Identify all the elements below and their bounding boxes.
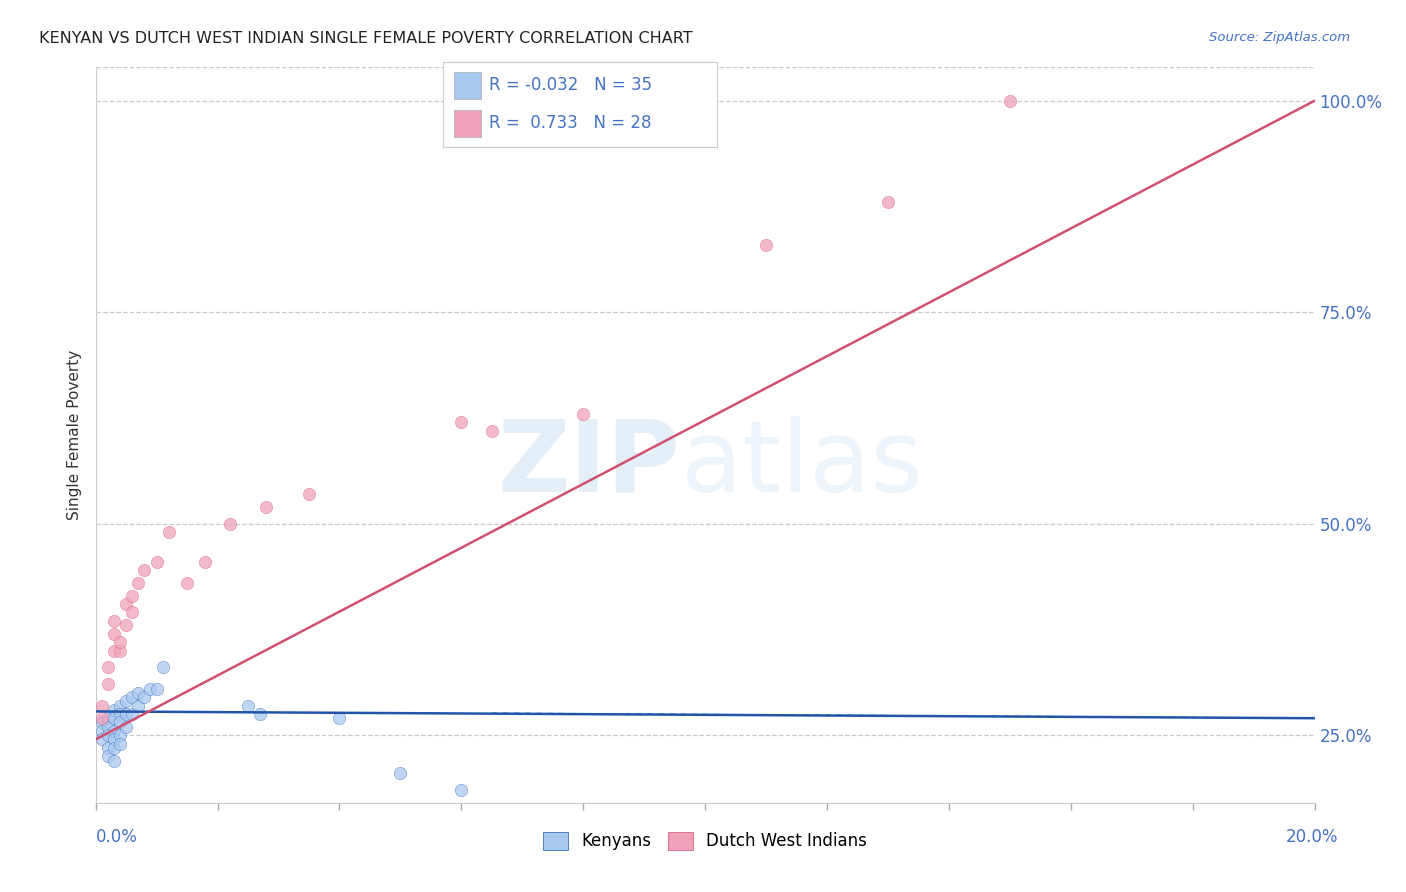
Point [236, 698, 259, 713]
Y-axis label: Single Female Poverty: Single Female Poverty [66, 350, 82, 520]
Point [572, 407, 595, 421]
Point [481, 424, 503, 438]
Point [103, 614, 125, 628]
Point [103, 703, 125, 717]
Point [145, 681, 167, 696]
Point [139, 681, 162, 696]
Point [108, 706, 131, 721]
Point [97, 749, 120, 764]
Point [877, 195, 900, 210]
Point [108, 698, 131, 713]
Point [103, 711, 125, 725]
Point [145, 555, 167, 569]
Point [108, 715, 131, 730]
Point [115, 597, 138, 611]
Point [115, 720, 138, 734]
Point [103, 643, 125, 657]
Point [97, 711, 120, 725]
Text: 20.0%: 20.0% [1286, 828, 1339, 846]
Point [127, 698, 149, 713]
Point [998, 94, 1021, 108]
Point [115, 706, 138, 721]
Point [103, 723, 125, 738]
Point [134, 563, 156, 577]
Point [97, 728, 120, 742]
Point [103, 732, 125, 747]
Text: atlas: atlas [681, 416, 922, 513]
Point [157, 525, 180, 540]
Point [389, 766, 412, 780]
Legend: Kenyans, Dutch West Indians: Kenyans, Dutch West Indians [536, 825, 875, 857]
Text: R = -0.032   N = 35: R = -0.032 N = 35 [489, 77, 652, 95]
Text: 0.0%: 0.0% [96, 828, 138, 846]
Point [755, 237, 778, 252]
FancyBboxPatch shape [454, 110, 481, 137]
Point [90, 732, 112, 747]
Text: KENYAN VS DUTCH WEST INDIAN SINGLE FEMALE POVERTY CORRELATION CHART: KENYAN VS DUTCH WEST INDIAN SINGLE FEMAL… [39, 31, 693, 46]
Point [127, 575, 149, 590]
Text: ZIP: ZIP [498, 416, 681, 513]
Point [127, 686, 149, 700]
Point [97, 740, 120, 755]
Point [103, 626, 125, 640]
Point [121, 706, 143, 721]
Point [328, 711, 350, 725]
Point [103, 740, 125, 755]
Point [90, 698, 112, 713]
Point [108, 728, 131, 742]
Point [298, 487, 321, 501]
Point [97, 720, 120, 734]
Point [103, 754, 125, 768]
Point [450, 415, 472, 429]
Point [97, 677, 120, 691]
Text: R =  0.733   N = 28: R = 0.733 N = 28 [489, 114, 652, 132]
Point [108, 737, 131, 751]
Point [218, 516, 240, 531]
Point [176, 575, 198, 590]
Point [108, 635, 131, 649]
Point [121, 606, 143, 620]
Point [115, 618, 138, 632]
Point [121, 589, 143, 603]
Point [134, 690, 156, 704]
Point [121, 690, 143, 704]
Point [115, 694, 138, 708]
Point [90, 723, 112, 738]
Point [90, 715, 112, 730]
Point [152, 660, 174, 674]
Point [254, 500, 277, 514]
Point [90, 711, 112, 725]
Point [97, 660, 120, 674]
Point [249, 706, 271, 721]
Point [108, 643, 131, 657]
Point [450, 783, 472, 797]
Text: Source: ZipAtlas.com: Source: ZipAtlas.com [1209, 31, 1350, 45]
FancyBboxPatch shape [454, 71, 481, 99]
Point [194, 555, 217, 569]
